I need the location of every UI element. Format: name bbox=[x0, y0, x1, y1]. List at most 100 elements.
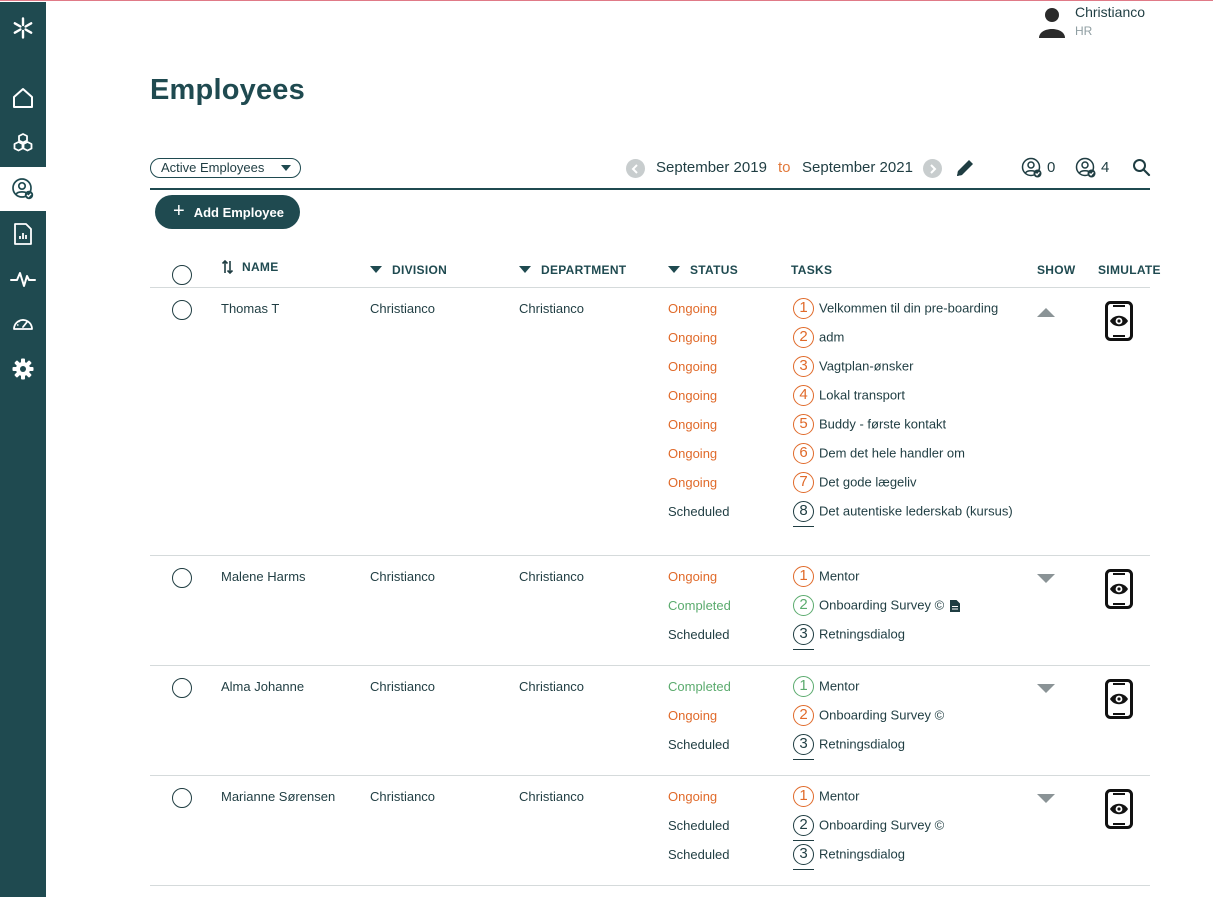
employee-name[interactable]: Marianne Sørensen bbox=[221, 789, 336, 804]
task-item[interactable]: 8 Det autentiske lederskab (kursus) bbox=[793, 501, 1033, 528]
sidebar-item-dashboard[interactable] bbox=[0, 302, 46, 346]
dashboard-gauge-icon bbox=[13, 319, 33, 330]
task-item[interactable]: 3 Vagtplan-ønsker bbox=[793, 356, 1033, 378]
sort-down-icon bbox=[519, 266, 531, 273]
task-item[interactable]: 1 Mentor bbox=[793, 786, 1033, 808]
sidebar bbox=[0, 2, 46, 897]
task-status: Scheduled bbox=[668, 847, 730, 862]
task-status: Ongoing bbox=[668, 789, 718, 804]
task-item[interactable]: 2 adm bbox=[793, 327, 1033, 349]
task-item[interactable]: 3 Retningsdialog bbox=[793, 734, 1033, 761]
task-status: Scheduled bbox=[668, 818, 730, 833]
task-number-badge: 3 bbox=[793, 624, 814, 651]
task-item[interactable]: 2 Onboarding Survey © bbox=[793, 595, 1033, 617]
date-from[interactable]: September 2019 bbox=[656, 159, 767, 176]
task-label: adm bbox=[819, 329, 845, 345]
expand-arrow-icon[interactable] bbox=[1037, 574, 1055, 583]
column-header-simulate: SIMULATE bbox=[1098, 263, 1161, 277]
task-status: Ongoing bbox=[668, 330, 718, 345]
pulse-icon bbox=[10, 272, 36, 287]
plus-icon: + bbox=[173, 200, 185, 222]
collapse-arrow-icon[interactable] bbox=[1037, 308, 1055, 317]
task-number-badge: 8 bbox=[793, 501, 814, 528]
task-status: Ongoing bbox=[668, 388, 718, 403]
task-number-badge: 2 bbox=[793, 595, 814, 617]
employee-name[interactable]: Thomas T bbox=[221, 301, 280, 316]
task-item[interactable]: 5 Buddy - første kontakt bbox=[793, 414, 1033, 436]
task-label: Retningsdialog bbox=[819, 736, 906, 752]
row-select-radio[interactable] bbox=[172, 678, 192, 698]
task-status: Ongoing bbox=[668, 301, 718, 316]
expand-arrow-icon[interactable] bbox=[1037, 684, 1055, 693]
employee-division: Christianco bbox=[370, 301, 436, 316]
task-item[interactable]: 7 Det gode lægeliv bbox=[793, 472, 1033, 494]
task-label: Onboarding Survey © bbox=[819, 597, 945, 613]
task-status: Completed bbox=[668, 598, 731, 613]
sidebar-item-boxes[interactable] bbox=[0, 121, 46, 165]
column-header-department[interactable]: DEPARTMENT bbox=[519, 263, 626, 277]
task-item[interactable]: 4 Lokal transport bbox=[793, 385, 1033, 407]
task-item[interactable]: 3 Retningsdialog bbox=[793, 624, 1033, 651]
row-select-radio[interactable] bbox=[172, 300, 192, 320]
phone-eye-icon bbox=[1105, 679, 1133, 719]
task-status: Ongoing bbox=[668, 475, 718, 490]
simulate-phone-button[interactable] bbox=[1105, 789, 1133, 829]
sort-arrows-icon bbox=[221, 259, 234, 275]
edit-pencil-icon[interactable] bbox=[954, 157, 976, 179]
chevron-right-icon bbox=[930, 163, 937, 174]
task-label: Lokal transport bbox=[819, 387, 905, 403]
employee-check-icon-secondary[interactable] bbox=[1075, 157, 1097, 179]
task-item[interactable]: 1 Mentor bbox=[793, 566, 1033, 588]
sidebar-item-employees[interactable] bbox=[0, 167, 46, 211]
task-item[interactable]: 2 Onboarding Survey © bbox=[793, 815, 1033, 842]
logo-asterisk-icon[interactable] bbox=[0, 4, 46, 52]
phone-eye-icon bbox=[1105, 789, 1133, 829]
prev-period-button[interactable] bbox=[626, 159, 645, 178]
select-all-radio[interactable] bbox=[172, 265, 192, 285]
simulate-phone-button[interactable] bbox=[1105, 679, 1133, 719]
task-item[interactable]: 6 Dem det hele handler om bbox=[793, 443, 1033, 465]
simulate-phone-button[interactable] bbox=[1105, 569, 1133, 609]
user-menu[interactable]: Christianco HR bbox=[1038, 4, 1208, 44]
add-employee-button[interactable]: + Add Employee bbox=[155, 195, 300, 229]
task-label: Vagtplan-ønsker bbox=[819, 358, 914, 374]
task-status: Ongoing bbox=[668, 708, 718, 723]
column-header-division[interactable]: DIVISION bbox=[370, 263, 447, 277]
sidebar-item-settings[interactable] bbox=[0, 347, 46, 391]
expand-arrow-icon[interactable] bbox=[1037, 794, 1055, 803]
row-divider bbox=[150, 775, 1150, 776]
task-number-badge: 1 bbox=[793, 566, 814, 588]
row-select-radio[interactable] bbox=[172, 788, 192, 808]
boxes-icon bbox=[13, 133, 33, 152]
task-item[interactable]: 2 Onboarding Survey © bbox=[793, 705, 1033, 727]
column-header-name[interactable]: NAME bbox=[221, 259, 279, 275]
row-select-radio[interactable] bbox=[172, 568, 192, 588]
date-to[interactable]: September 2021 bbox=[802, 159, 913, 176]
sidebar-item-home[interactable] bbox=[0, 76, 46, 120]
task-number-badge: 1 bbox=[793, 786, 814, 808]
document-icon[interactable] bbox=[950, 599, 961, 612]
task-number-badge: 2 bbox=[793, 815, 814, 842]
task-status: Scheduled bbox=[668, 737, 730, 752]
task-item[interactable]: 1 Mentor bbox=[793, 676, 1033, 698]
employee-name[interactable]: Malene Harms bbox=[221, 569, 306, 584]
date-separator: to bbox=[778, 159, 791, 176]
task-label: Onboarding Survey © bbox=[819, 817, 945, 833]
employee-check-icon[interactable] bbox=[1021, 157, 1043, 179]
sidebar-item-reports[interactable] bbox=[0, 212, 46, 256]
page-title: Employees bbox=[150, 74, 305, 106]
task-item[interactable]: 3 Retningsdialog bbox=[793, 844, 1033, 871]
task-label: Mentor bbox=[819, 568, 860, 584]
sidebar-item-pulse[interactable] bbox=[0, 257, 46, 301]
employee-filter-select[interactable]: Active Employees bbox=[150, 158, 301, 178]
column-header-status[interactable]: STATUS bbox=[668, 263, 738, 277]
simulate-phone-button[interactable] bbox=[1105, 301, 1133, 341]
employee-department: Christianco bbox=[519, 569, 585, 584]
task-status: Ongoing bbox=[668, 359, 718, 374]
employee-name[interactable]: Alma Johanne bbox=[221, 679, 305, 694]
task-item[interactable]: 1 Velkommen til din pre-boarding bbox=[793, 298, 1033, 320]
search-icon[interactable] bbox=[1132, 158, 1151, 177]
next-period-button[interactable] bbox=[923, 159, 942, 178]
task-label: Onboarding Survey © bbox=[819, 707, 945, 723]
user-role: HR bbox=[1075, 24, 1093, 38]
